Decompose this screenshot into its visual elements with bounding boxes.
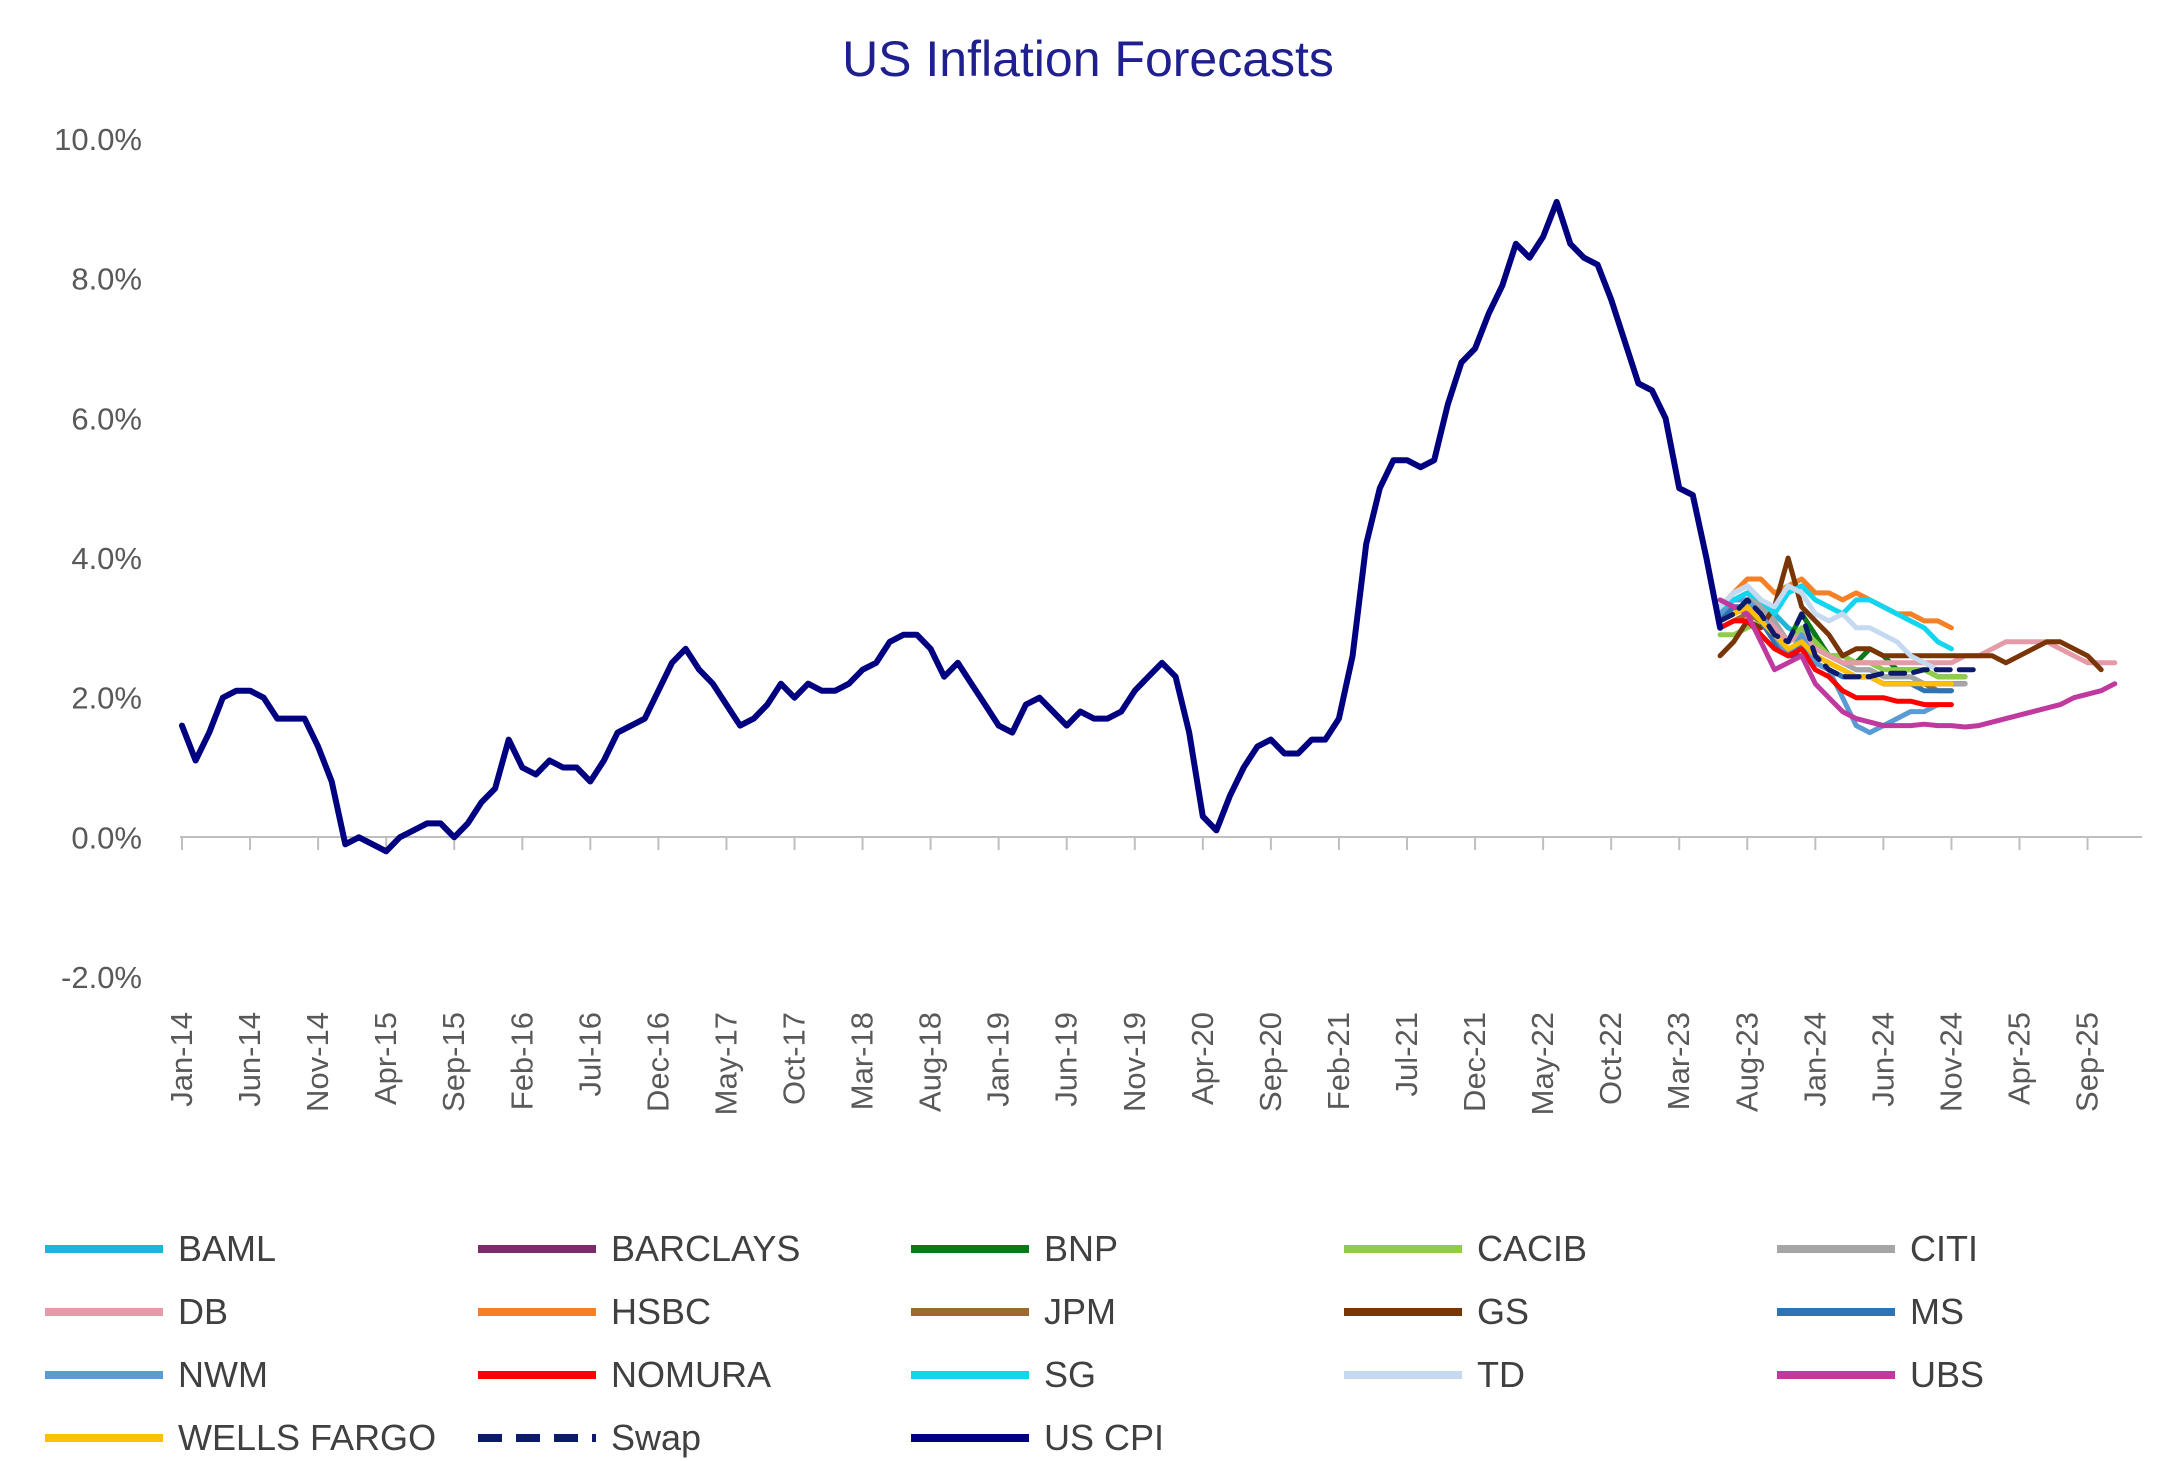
series-line-us-cpi <box>179 198 1724 855</box>
legend-label-td: TD <box>1477 1354 1525 1395</box>
series-line-swap <box>1717 597 1982 680</box>
x-tick-label: Mar-23 <box>1661 1012 1696 1110</box>
legend-label-baml: BAML <box>178 1228 276 1269</box>
x-tick-label: Apr-25 <box>2002 1012 2037 1105</box>
legend-label-wells-fargo: WELLS FARGO <box>178 1417 436 1458</box>
y-axis: 10.0% 8.0% 6.0% 4.0% 2.0% 0.0% -2.0% <box>54 122 142 995</box>
series-line-ubs <box>1717 597 2118 730</box>
x-tick-label: Dec-16 <box>640 1012 675 1112</box>
x-tick-label: Jun-19 <box>1049 1012 1084 1107</box>
y-tick-label: 6.0% <box>71 401 142 436</box>
x-tick-label: Sep-25 <box>2070 1012 2105 1112</box>
x-tick-label: May-22 <box>1525 1012 1560 1115</box>
x-tick-label: Aug-18 <box>913 1012 948 1112</box>
legend-label-citi: CITI <box>1910 1228 1978 1269</box>
series-line-td <box>1717 583 1941 673</box>
x-tick-label: Oct-17 <box>777 1012 812 1105</box>
legend-label-cacib: CACIB <box>1477 1228 1587 1269</box>
legend-label-db: DB <box>178 1291 228 1332</box>
chart-title: US Inflation Forecasts <box>842 31 1334 87</box>
x-tick-label: Jun-24 <box>1865 1012 1900 1107</box>
x-tick-label: Nov-19 <box>1117 1012 1152 1112</box>
x-tick-label: Sep-20 <box>1253 1012 1288 1112</box>
y-tick-label: 8.0% <box>71 262 142 297</box>
x-tick-label: Jan-19 <box>981 1012 1016 1107</box>
x-axis: Jan-14 Jun-14 Nov-14 Apr-15 Sep-15 Feb-16 Jul-… <box>164 837 2105 1115</box>
series-line-wells-fargo <box>1717 604 1954 687</box>
y-tick-label: -2.0% <box>61 960 142 995</box>
legend: BAML BARCLAYS BNP CACIB CITI DB HSBC JPM GS MS NWM… <box>45 1228 1984 1458</box>
x-tick-label: Jul-21 <box>1389 1012 1424 1096</box>
legend-label-hsbc: HSBC <box>611 1291 711 1332</box>
legend-label-nwm: NWM <box>178 1354 268 1395</box>
legend-label-us-cpi: US CPI <box>1044 1417 1164 1458</box>
x-tick-label: Dec-21 <box>1457 1012 1492 1112</box>
x-tick-label: May-17 <box>708 1012 743 1115</box>
x-tick-label: Jun-14 <box>232 1012 267 1107</box>
x-tick-label: Feb-16 <box>504 1012 539 1110</box>
y-tick-label: 0.0% <box>71 820 142 855</box>
legend-label-nomura: NOMURA <box>611 1354 771 1395</box>
series-line-hsbc <box>1717 576 1954 631</box>
legend-label-sg: SG <box>1044 1354 1096 1395</box>
legend-label-gs: GS <box>1477 1291 1529 1332</box>
legend-label-ms: MS <box>1910 1291 1964 1332</box>
x-tick-label: Sep-15 <box>436 1012 471 1112</box>
plot-area <box>179 198 2118 855</box>
x-tick-label: Aug-23 <box>1729 1012 1764 1112</box>
legend-label-ubs: UBS <box>1910 1354 1984 1395</box>
x-tick-label: Apr-15 <box>368 1012 403 1105</box>
y-tick-label: 10.0% <box>54 122 142 157</box>
x-tick-label: Feb-21 <box>1321 1012 1356 1110</box>
x-tick-label: Apr-20 <box>1185 1012 1220 1105</box>
x-tick-label: Jan-14 <box>164 1012 199 1107</box>
y-tick-label: 2.0% <box>71 681 142 716</box>
legend-label-swap: Swap <box>611 1417 701 1458</box>
legend-label-jpm: JPM <box>1044 1291 1116 1332</box>
x-tick-label: Jul-16 <box>572 1012 607 1096</box>
x-tick-label: Oct-22 <box>1593 1012 1628 1105</box>
x-tick-label: Mar-18 <box>845 1012 880 1110</box>
x-tick-label: Jan-24 <box>1797 1012 1832 1107</box>
legend-label-bnp: BNP <box>1044 1228 1118 1269</box>
y-tick-label: 4.0% <box>71 541 142 576</box>
x-tick-label: Nov-24 <box>1933 1012 1968 1112</box>
legend-label-barclays: BARCLAYS <box>611 1228 800 1269</box>
x-tick-label: Nov-14 <box>300 1012 335 1112</box>
